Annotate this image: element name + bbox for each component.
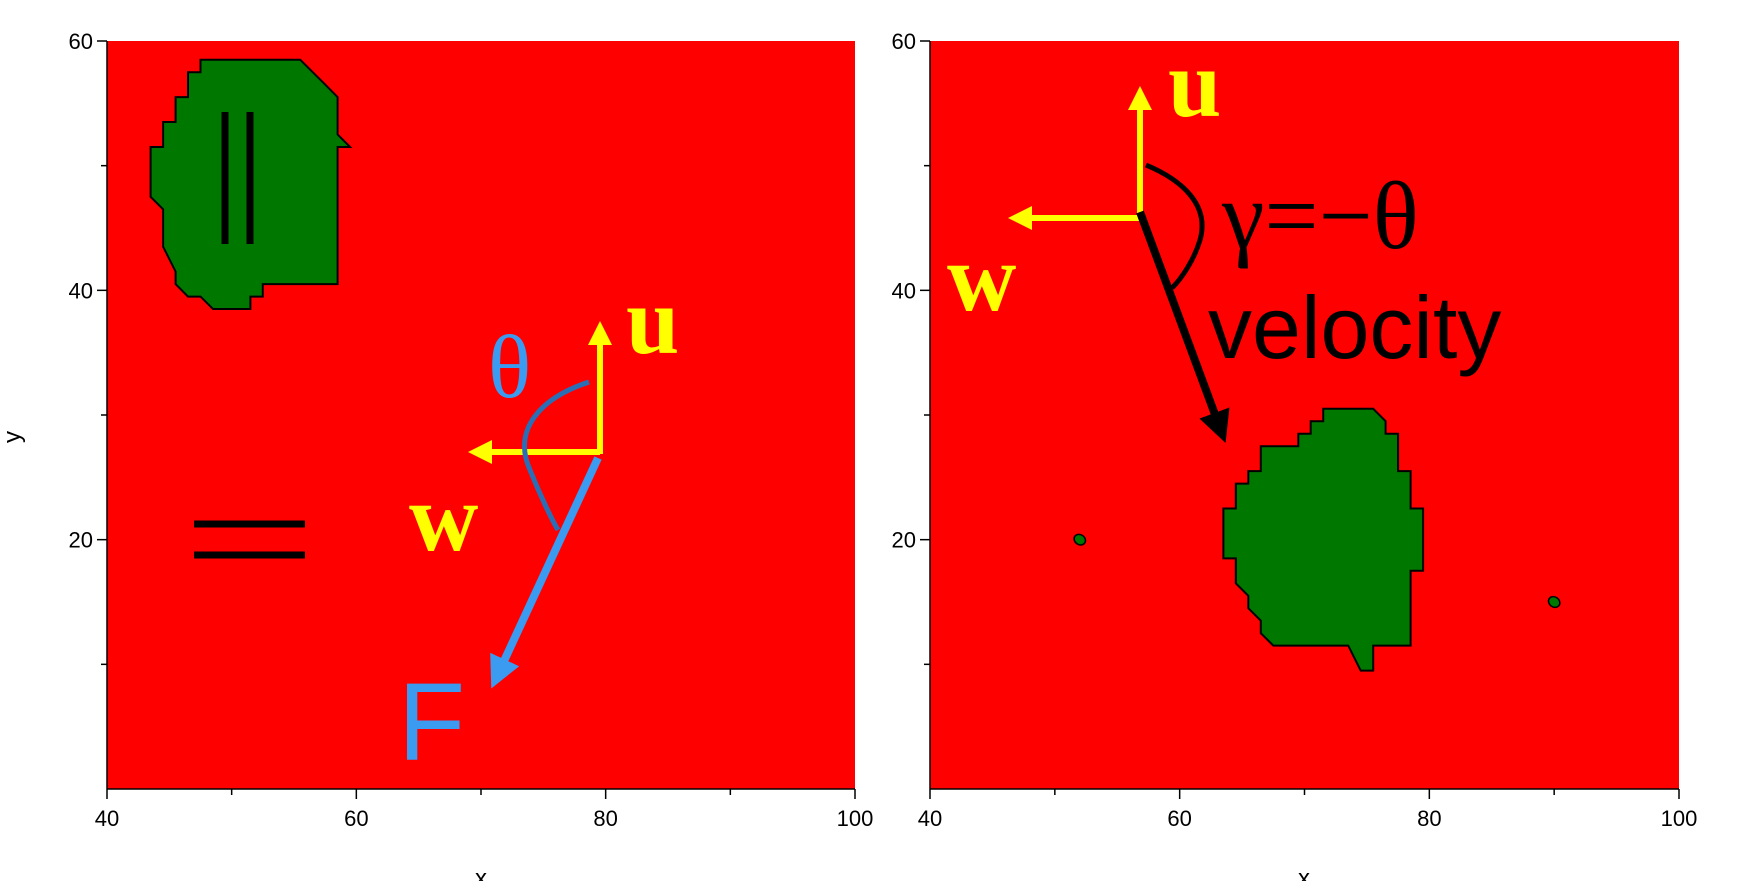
- u-label: u: [626, 267, 679, 374]
- w-label-right: w: [947, 224, 1016, 331]
- left-annotations: u w θ F: [194, 112, 679, 784]
- right-x-tick-label-40: 40: [918, 806, 942, 831]
- right-x-axis-title: x: [1298, 865, 1310, 881]
- force-label: F: [398, 661, 465, 784]
- right-x-tick-label-60: 60: [1167, 806, 1191, 831]
- right-axes: 40 60 80 100 20 40 60 x: [892, 29, 1698, 881]
- right-y-tick-label-40: 40: [892, 278, 916, 303]
- right-plot-area: [930, 41, 1679, 789]
- right-small-spot-1: [1547, 595, 1561, 609]
- velocity-vector-arrow: [1136, 210, 1230, 444]
- left-x-tick-label-60: 60: [344, 806, 368, 831]
- left-x-axis-title: x: [475, 865, 487, 881]
- right-small-spots: [1073, 533, 1561, 609]
- theta-angle-arc: [522, 379, 590, 532]
- left-x-tick-label-40: 40: [95, 806, 119, 831]
- velocity-label: velocity: [1208, 278, 1501, 377]
- left-axes: 40 60 80 100 20 40 60 x y: [0, 29, 873, 881]
- left-x-ticks: 40 60 80 100: [95, 789, 874, 831]
- left-y-ticks: 20 40 60: [69, 29, 107, 666]
- right-x-ticks: 40 60 80 100: [918, 789, 1698, 831]
- left-x-tick-label-100: 100: [837, 806, 874, 831]
- right-annotations: u w γ=−θ velocity: [947, 30, 1501, 444]
- theta-label: θ: [488, 318, 531, 417]
- left-y-tick-label-40: 40: [69, 278, 93, 303]
- gamma-angle-arc: [1145, 162, 1205, 290]
- gamma-label: γ=−θ: [1221, 162, 1419, 269]
- left-panel: 40 60 80 100 20 40 60 x y u w θ F: [0, 29, 873, 881]
- right-panel: 40 60 80 100 20 40 60 x u w γ=−θ velocity: [892, 29, 1698, 881]
- right-y-tick-label-20: 20: [892, 528, 916, 553]
- u-label-right: u: [1168, 30, 1221, 137]
- left-x-tick-label-80: 80: [593, 806, 617, 831]
- right-region: [1222, 407, 1425, 672]
- left-y-axis-title: y: [0, 431, 26, 443]
- force-vector-arrow: [490, 456, 602, 689]
- w-label: w: [409, 464, 478, 571]
- right-y-tick-label-60: 60: [892, 29, 916, 54]
- right-x-tick-label-100: 100: [1661, 806, 1698, 831]
- right-y-ticks: 20 40 60: [892, 29, 930, 666]
- left-y-tick-label-60: 60: [69, 29, 93, 54]
- left-y-tick-label-20: 20: [69, 528, 93, 553]
- right-small-spot-0: [1073, 533, 1087, 546]
- right-x-tick-label-80: 80: [1417, 806, 1441, 831]
